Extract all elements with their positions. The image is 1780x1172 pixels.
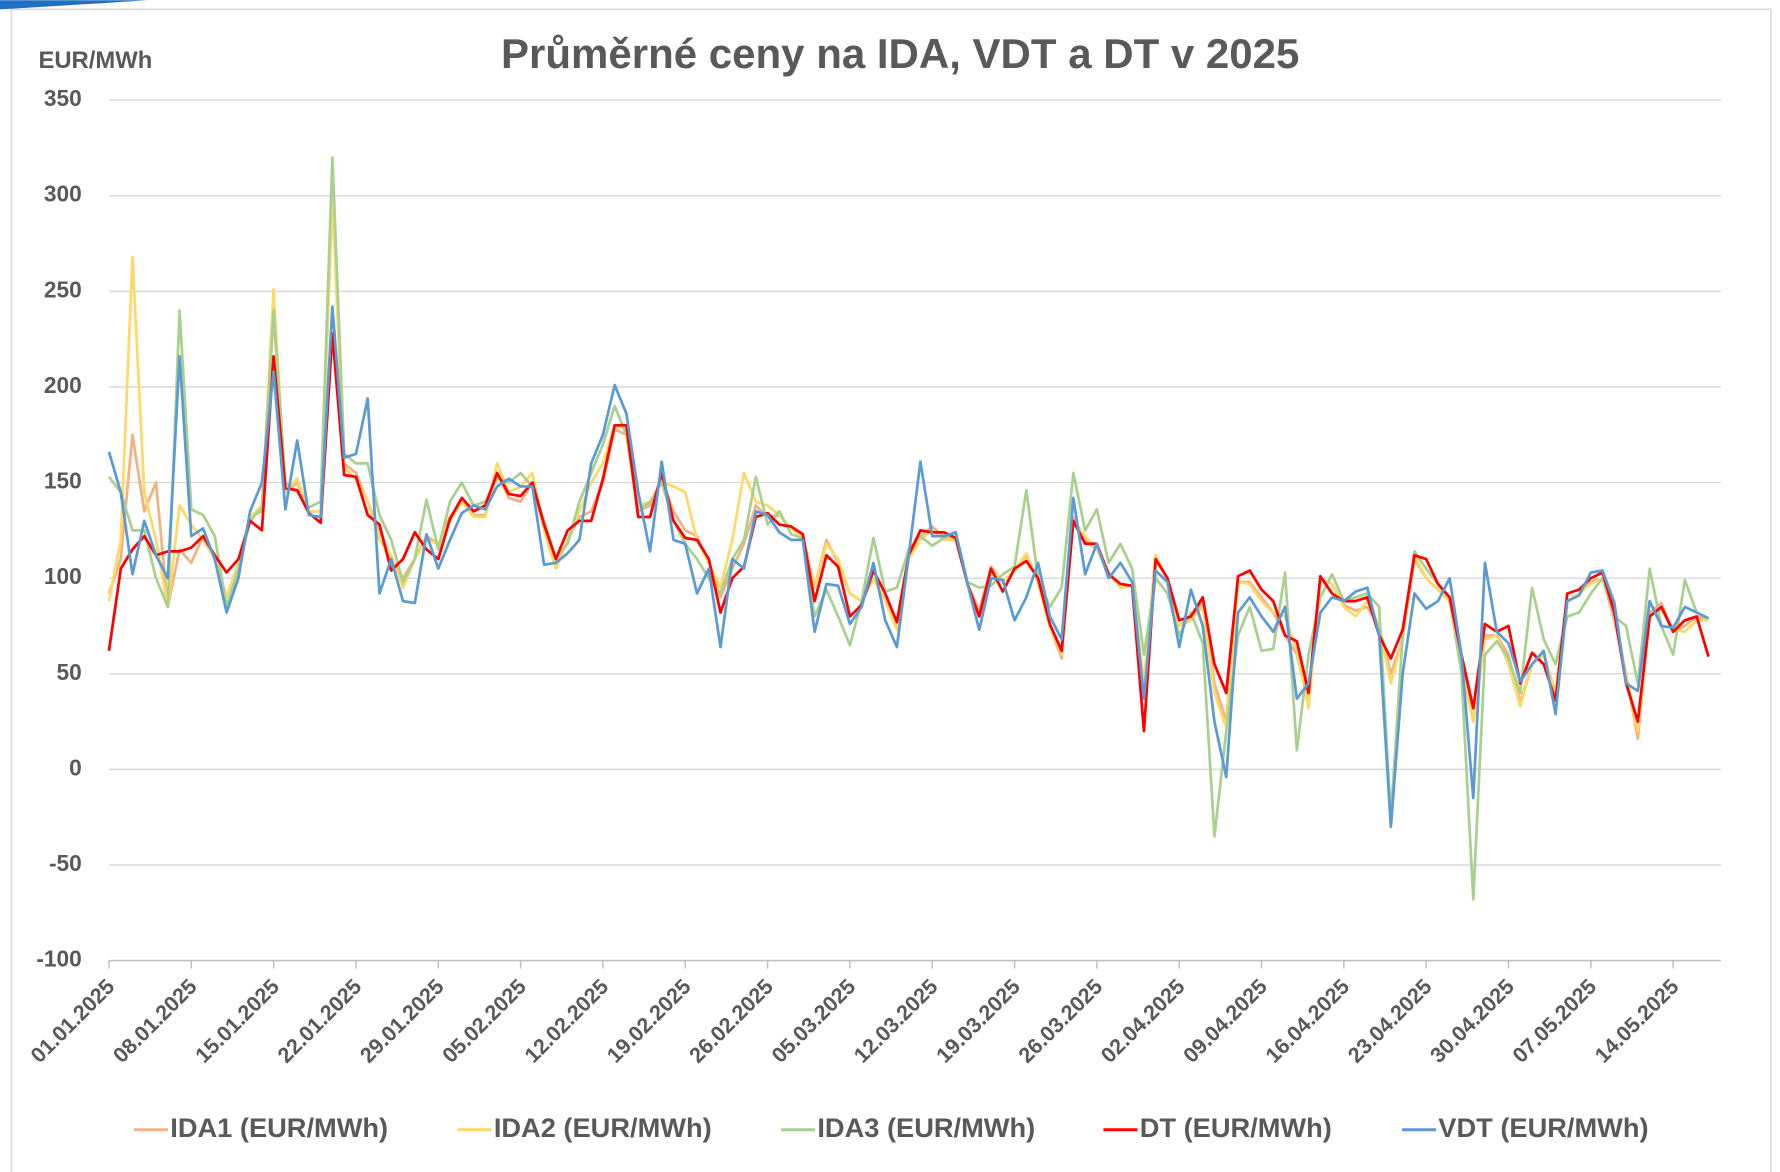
x-tick-label: 26.02.2025 xyxy=(684,974,778,1068)
chart-frame xyxy=(10,8,1772,1172)
y-axis-label: EUR/MWh xyxy=(38,47,152,74)
series-line xyxy=(107,305,1710,829)
y-tick-label: -100 xyxy=(36,946,81,972)
x-tick-label: 07.05.2025 xyxy=(1507,974,1601,1068)
y-tick-label: -50 xyxy=(49,850,82,876)
series-line xyxy=(107,194,1709,741)
series-line xyxy=(107,194,1709,733)
y-tick-label: 0 xyxy=(69,754,82,780)
legend-label: VDT (EUR/MWh) xyxy=(1438,1112,1648,1143)
series-line xyxy=(107,332,1710,733)
x-tick-label: 23.04.2025 xyxy=(1343,974,1437,1068)
x-tick-label: 12.02.2025 xyxy=(519,974,613,1068)
x-tick-label: 05.02.2025 xyxy=(437,974,531,1068)
y-tick-label: 150 xyxy=(44,468,82,494)
legend-label: IDA1 (EUR/MWh) xyxy=(170,1112,388,1143)
x-tick-label: 26.03.2025 xyxy=(1013,974,1107,1068)
y-tick-label: 50 xyxy=(56,659,81,685)
x-tick-label: 09.04.2025 xyxy=(1178,974,1272,1068)
x-tick-label: 16.04.2025 xyxy=(1260,974,1354,1068)
legend-label: IDA3 (EUR/MWh) xyxy=(817,1112,1035,1143)
y-tick-label: 250 xyxy=(44,276,82,302)
x-tick-label: 08.01.2025 xyxy=(108,974,202,1068)
legend-label: DT (EUR/MWh) xyxy=(1140,1112,1332,1143)
x-tick-label: 30.04.2025 xyxy=(1425,974,1519,1068)
x-tick-label: 19.02.2025 xyxy=(602,974,696,1068)
x-tick-label: 05.03.2025 xyxy=(766,974,860,1068)
corner-accent xyxy=(0,0,148,10)
y-tick-label: 300 xyxy=(44,181,82,207)
x-tick-label: 15.01.2025 xyxy=(190,974,284,1068)
x-tick-label: 14.05.2025 xyxy=(1590,974,1684,1068)
legend-label: IDA2 (EUR/MWh) xyxy=(494,1112,712,1143)
series-line xyxy=(107,156,1710,901)
x-tick-label: 29.01.2025 xyxy=(355,974,449,1068)
x-tick-label: 02.04.2025 xyxy=(1096,974,1190,1068)
y-tick-label: 350 xyxy=(44,85,82,111)
x-tick-label: 22.01.2025 xyxy=(272,974,366,1068)
y-tick-label: 200 xyxy=(44,372,82,398)
chart-title: Průměrné ceny na IDA, VDT a DT v 2025 xyxy=(501,30,1299,77)
x-tick-label: 12.03.2025 xyxy=(849,974,943,1068)
y-tick-label: 100 xyxy=(44,563,82,589)
x-tick-label: 19.03.2025 xyxy=(931,974,1025,1068)
x-tick-label: 01.01.2025 xyxy=(25,974,119,1068)
